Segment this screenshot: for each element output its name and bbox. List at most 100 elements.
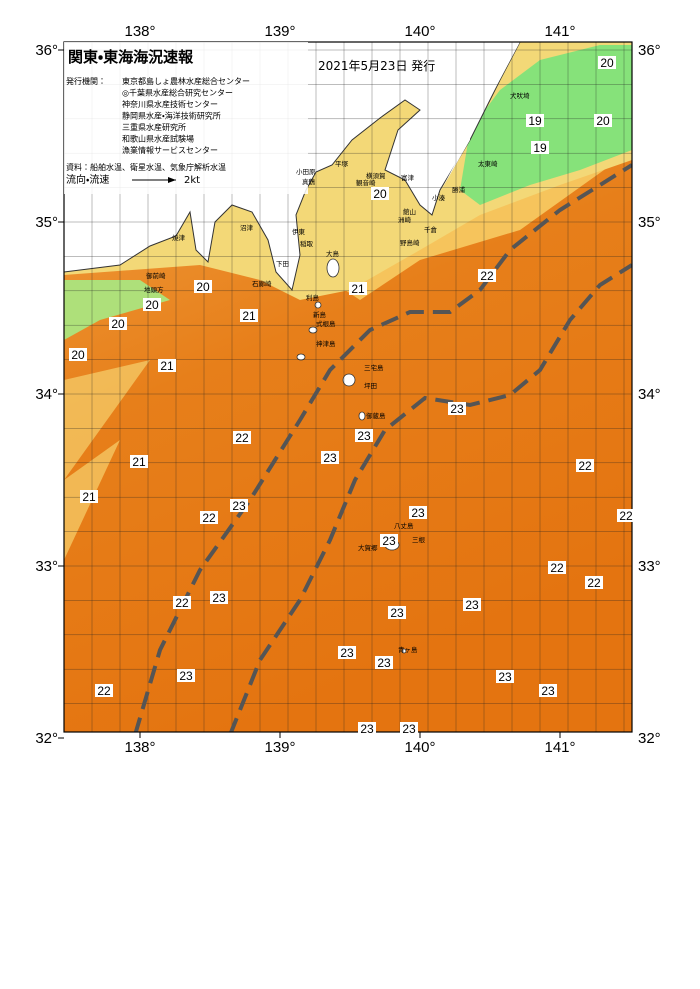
lat-label-left: 34°	[35, 386, 58, 403]
lat-label-right: 32°	[638, 730, 661, 747]
temperature-label: 22	[97, 684, 111, 698]
temperature-label-bg	[388, 606, 406, 619]
temperature-label: 22	[550, 561, 564, 575]
place-name: 新島	[313, 310, 327, 319]
temperature-label: 22	[202, 511, 216, 525]
temperature-label: 22	[235, 431, 249, 445]
lon-label-bottom: 138°	[124, 739, 155, 756]
temperature-label-bg	[80, 490, 98, 503]
islands	[296, 258, 407, 654]
issuer-label: 発行機関：	[66, 76, 106, 86]
issuer-name: 静岡県水産・海洋技術研究所	[122, 111, 221, 121]
temperature-label-bg	[69, 348, 87, 361]
temperature-label: 20	[600, 56, 614, 70]
place-name: 千倉	[424, 225, 438, 234]
place-name: 三根	[412, 535, 426, 544]
temperature-label: 21	[160, 359, 174, 373]
issuer-name: 和歌山県水産試験場	[122, 134, 194, 144]
temperature-label: 22	[175, 596, 189, 610]
place-name: 青ヶ島	[398, 645, 418, 654]
temperature-label-bg	[95, 684, 113, 697]
temperature-label-bg	[349, 282, 367, 295]
temperature-label: 23	[390, 606, 404, 620]
issue-date: 2021年5月23日 発行	[318, 59, 435, 73]
temperature-label-bg	[539, 684, 557, 697]
lat-label-left: 36°	[35, 42, 58, 59]
temperature-label: 22	[587, 576, 601, 590]
temperature-label: 20	[145, 298, 159, 312]
lon-label-bottom: 141°	[544, 739, 575, 756]
temperature-label: 20	[71, 348, 85, 362]
temperature-label: 23	[360, 722, 374, 736]
place-name: 稲取	[300, 239, 314, 248]
temperature-label: 23	[450, 402, 464, 416]
issuer-name: 神奈川県水産技術センター	[122, 99, 218, 109]
place-name: 小湊	[432, 193, 446, 202]
temperature-label: 23	[323, 451, 337, 465]
place-name: 横須賀	[366, 171, 386, 180]
temperature-label-bg	[371, 187, 389, 200]
lat-label-left: 35°	[35, 214, 58, 231]
temperature-label: 20	[596, 114, 610, 128]
temperature-label: 23	[498, 670, 512, 684]
temperature-label: 23	[340, 646, 354, 660]
temperature-label-bg	[240, 309, 258, 322]
place-name: 勝浦	[452, 185, 466, 194]
temperature-label: 20	[196, 280, 210, 294]
lat-label-right: 36°	[638, 42, 661, 59]
issuer-name: ◎千葉県水産総合研究センター	[122, 88, 233, 98]
temperature-label: 23	[541, 684, 555, 698]
temperature-label: 21	[351, 282, 365, 296]
place-name: 太東崎	[478, 159, 498, 168]
temperature-label: 23	[377, 656, 391, 670]
temperature-label: 21	[242, 309, 256, 323]
lon-label-top: 139°	[264, 23, 295, 40]
temperature-label-bg	[478, 269, 496, 282]
temperature-label: 23	[357, 429, 371, 443]
place-name: 下田	[276, 260, 289, 268]
temperature-label-bg	[200, 511, 218, 524]
temperature-label: 22	[480, 269, 494, 283]
temperature-label-bg	[321, 451, 339, 464]
lon-label-top: 140°	[404, 23, 435, 40]
place-name: 式根島	[316, 319, 336, 328]
temperature-labels: 20 19 20 19 20 22 21 20 20 20 21 20 21 23 22 23 23 22 21 21…	[69, 56, 635, 736]
place-name: 富津	[401, 173, 415, 182]
temperature-label-bg	[463, 598, 481, 611]
temperature-label-bg	[526, 114, 544, 127]
temperature-label-bg	[598, 56, 616, 69]
temperature-label: 19	[528, 114, 542, 128]
temperature-label-bg	[338, 646, 356, 659]
temperature-label: 23	[179, 669, 193, 683]
temperature-label: 22	[578, 459, 592, 473]
axis-ticks: 138° 138° 139° 139° 140° 140° 141° 141° 36° 36° 35…	[35, 23, 660, 756]
place-name: 三宅島	[364, 363, 384, 372]
kuroshio	[133, 163, 632, 732]
temperature-label-bg	[576, 459, 594, 472]
info-box	[64, 42, 308, 194]
lon-label-bottom: 139°	[264, 739, 295, 756]
temperature-label: 20	[111, 317, 125, 331]
temperature-label: 21	[132, 455, 146, 469]
temperature-label-bg	[448, 402, 466, 415]
temperature-label: 21	[82, 490, 96, 504]
place-name: 真鶴	[302, 177, 316, 186]
place-name: 御蔵島	[366, 411, 386, 420]
place-name: 伊東	[292, 227, 306, 236]
zone-west	[64, 360, 150, 560]
zone-19	[460, 45, 632, 205]
place-name: 大島	[326, 249, 340, 258]
place-name: 平塚	[335, 159, 349, 168]
lat-label-right: 34°	[638, 386, 661, 403]
place-name: 神津島	[316, 339, 336, 348]
lat-label-right: 35°	[638, 214, 661, 231]
temperature-label: 23	[212, 591, 226, 605]
temperature-label-bg	[594, 114, 612, 127]
temperature-label-bg	[177, 669, 195, 682]
temperature-label-bg	[130, 455, 148, 468]
temperature-label-bg	[617, 509, 635, 522]
temperature-label: 23	[402, 722, 416, 736]
place-name: 犬吠埼	[510, 91, 530, 100]
issuer-name: 漁業情報サービスセンター	[122, 145, 218, 155]
